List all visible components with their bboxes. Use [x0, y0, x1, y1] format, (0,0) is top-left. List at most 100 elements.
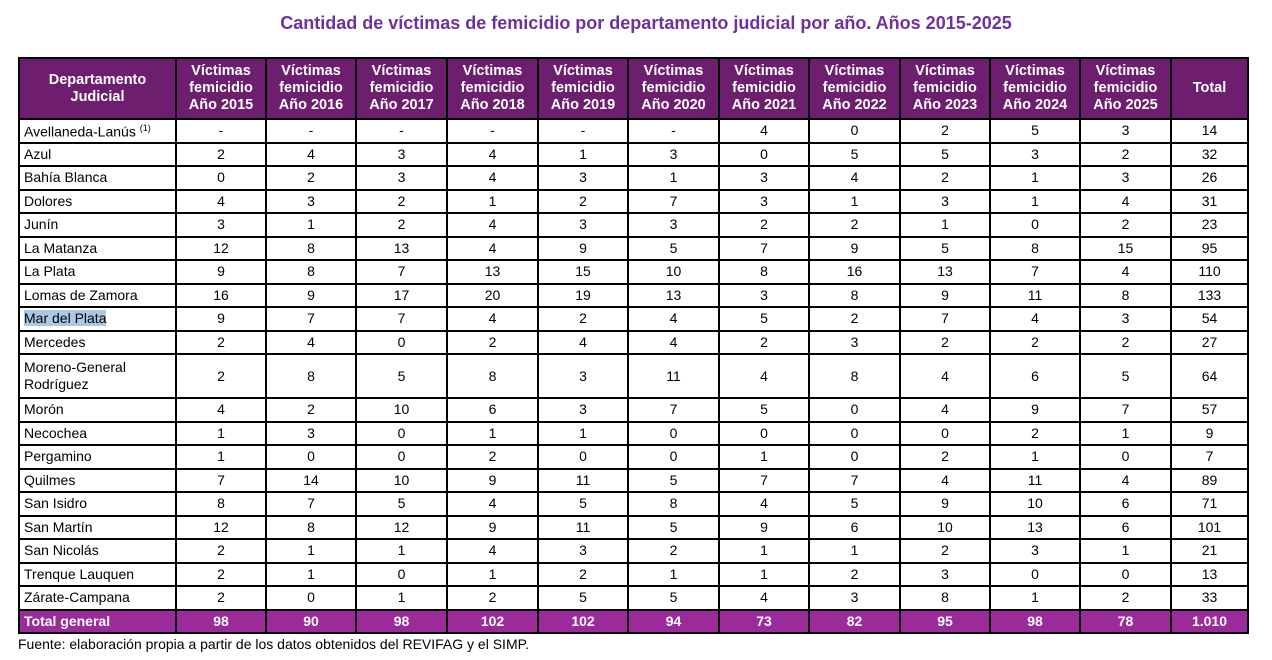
table-row: Necochea 1 3 0 1 1 0 0 0 0 2 1 9 — [18, 420, 1249, 446]
value-cell: 5 — [808, 141, 901, 167]
value-cell: 20 — [446, 282, 539, 308]
value-cell: 4 — [718, 353, 810, 399]
value-cell: 2 — [899, 118, 991, 144]
value-cell: 3 — [718, 188, 810, 214]
header-text: Año 2022 — [822, 97, 887, 113]
value-cell: 4 — [1079, 188, 1172, 214]
value-cell: 0 — [627, 444, 720, 470]
value-cell: 1 — [265, 561, 357, 587]
value-cell: 1 — [1079, 420, 1172, 446]
value-cell: 7 — [808, 467, 901, 493]
value-cell: 4 — [446, 538, 539, 564]
value-cell: 0 — [1079, 561, 1172, 587]
department-name: Mar del Plata — [24, 310, 107, 327]
value-cell: 9 — [446, 467, 539, 493]
value-cell: 2 — [537, 561, 629, 587]
department-name: Moreno-General Rodríguez — [24, 359, 126, 392]
value-cell: 6 — [1079, 514, 1172, 540]
value-cell: 3 — [808, 329, 901, 355]
value-cell: 12 — [175, 514, 267, 540]
value-cell: 1 — [265, 538, 357, 564]
value-cell: 2 — [175, 353, 267, 399]
department-cell: Moreno-General Rodríguez — [18, 353, 177, 399]
value-cell: 2 — [899, 444, 991, 470]
value-cell: 1 — [175, 420, 267, 446]
header-text: femicidio — [189, 80, 253, 96]
value-cell: 2 — [1079, 141, 1172, 167]
department-cell: La Plata — [18, 259, 177, 285]
department-name: Junín — [24, 216, 59, 233]
header-text: Víctimas — [462, 63, 523, 79]
value-cell: 3 — [537, 353, 629, 399]
value-cell: 1 — [537, 420, 629, 446]
value-cell: 7 — [718, 235, 810, 261]
department-cell: Mar del Plata — [18, 306, 177, 332]
value-cell: 7 — [355, 259, 448, 285]
value-cell: 7 — [899, 306, 991, 332]
table-row: Moreno-General Rodríguez 2 8 5 8 3 11 4 8 4 6 5 64 — [18, 353, 1249, 399]
header-text: Año 2020 — [641, 97, 706, 113]
value-cell: 3 — [989, 538, 1081, 564]
department-cell: Trenque Lauquen — [18, 561, 177, 587]
value-cell: - — [446, 118, 539, 144]
value-cell: 13 — [989, 514, 1081, 540]
value-cell: 2 — [175, 538, 267, 564]
department-name: Necochea — [24, 424, 88, 441]
value-cell: 0 — [808, 118, 901, 144]
header-text: Judicial — [70, 88, 125, 105]
header-year: Víctimas femicidio Año 2019 — [537, 57, 629, 120]
value-cell: 8 — [265, 514, 357, 540]
total-cell: 9 — [1170, 420, 1249, 446]
value-cell: 1 — [808, 188, 901, 214]
value-cell: 1 — [446, 420, 539, 446]
value-cell: 1 — [175, 444, 267, 470]
value-cell: - — [265, 118, 357, 144]
department-cell: Avellaneda-Lanús (1) — [18, 118, 177, 144]
table-row: Pergamino 1 0 0 2 0 0 1 0 2 1 0 7 — [18, 444, 1249, 470]
value-cell: - — [355, 118, 448, 144]
value-cell: 1 — [718, 444, 810, 470]
value-cell: 4 — [718, 491, 810, 517]
value-cell: 4 — [989, 306, 1081, 332]
department-name: Azul — [24, 145, 52, 162]
value-cell: 98 — [355, 608, 448, 634]
source-note: Fuente: elaboración propia a partir de l… — [18, 636, 530, 652]
value-cell: 2 — [446, 329, 539, 355]
department-cell: San Isidro — [18, 491, 177, 517]
value-cell: 9 — [808, 235, 901, 261]
value-cell: 3 — [265, 188, 357, 214]
value-cell: 2 — [175, 585, 267, 611]
value-cell: 0 — [355, 329, 448, 355]
department-cell: Quilmes — [18, 467, 177, 493]
total-cell: 95 — [1170, 235, 1249, 261]
value-cell: 5 — [989, 118, 1081, 144]
total-cell: 32 — [1170, 141, 1249, 167]
department-cell: Zárate-Campana — [18, 585, 177, 611]
value-cell: 7 — [265, 306, 357, 332]
value-cell: 4 — [627, 306, 720, 332]
header-text: femicidio — [641, 80, 706, 96]
value-cell: 8 — [627, 491, 720, 517]
total-cell: 57 — [1170, 397, 1249, 423]
total-cell: 64 — [1170, 353, 1249, 399]
value-cell: 4 — [446, 141, 539, 167]
value-cell: 9 — [989, 397, 1081, 423]
value-cell: 2 — [355, 188, 448, 214]
value-cell: 3 — [1079, 306, 1172, 332]
header-total: Total — [1170, 57, 1249, 120]
header-text: femicidio — [1093, 80, 1158, 96]
value-cell: 4 — [446, 306, 539, 332]
value-cell: 15 — [1079, 235, 1172, 261]
total-cell: 31 — [1170, 188, 1249, 214]
value-cell: 5 — [355, 353, 448, 399]
header-text: Víctimas — [915, 63, 975, 79]
value-cell: 5 — [627, 235, 720, 261]
value-cell: 1 — [537, 141, 629, 167]
value-cell: 5 — [899, 141, 991, 167]
value-cell: 2 — [265, 165, 357, 191]
value-cell: 7 — [627, 397, 720, 423]
total-cell: 26 — [1170, 165, 1249, 191]
table-row: Azul 2 4 3 4 1 3 0 5 5 3 2 32 — [18, 141, 1249, 167]
header-text: Año 2024 — [1002, 97, 1068, 113]
value-cell: 2 — [265, 397, 357, 423]
